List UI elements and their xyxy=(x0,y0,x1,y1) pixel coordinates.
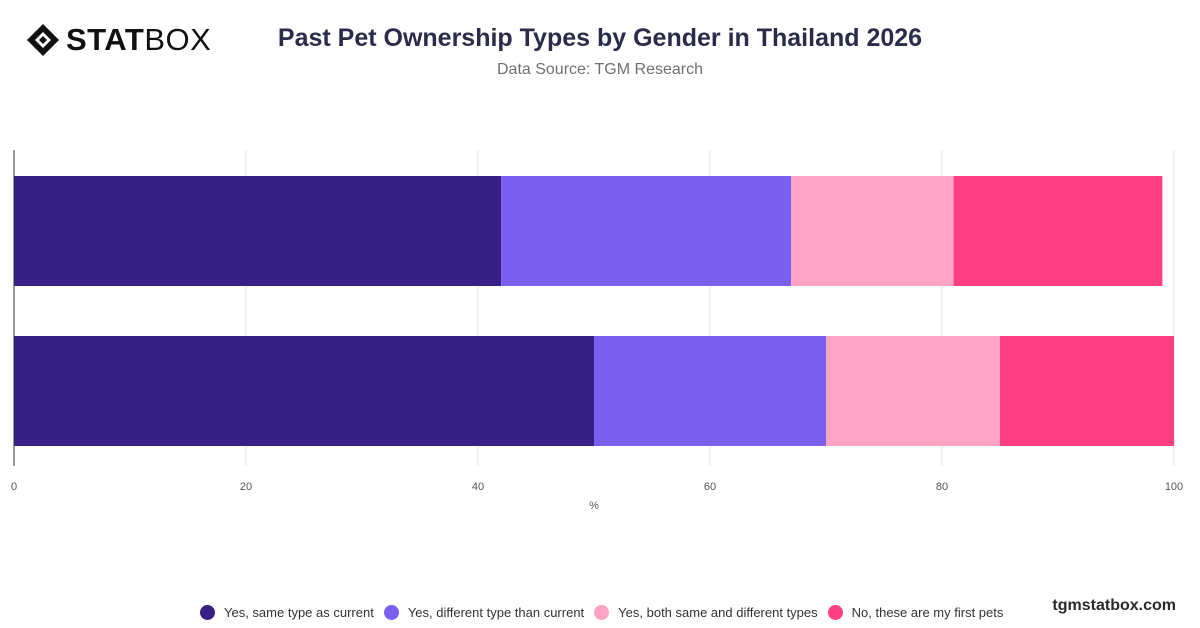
bar-segment xyxy=(1000,336,1174,446)
x-tick-label: 40 xyxy=(472,481,484,493)
legend-item[interactable]: No, these are my first pets xyxy=(827,604,1004,620)
bar-segment xyxy=(953,176,1163,286)
bar-segment xyxy=(14,336,594,446)
x-axis-label: % xyxy=(589,500,599,512)
bar-segment xyxy=(791,176,954,286)
legend-label: Yes, different type than current xyxy=(407,604,585,620)
bar-segment xyxy=(501,176,792,286)
logo-text: STATBOX xyxy=(66,22,211,58)
bar-segment xyxy=(594,336,826,446)
logo-text-bold: STAT xyxy=(66,22,145,57)
legend-item[interactable]: Yes, both same and different types xyxy=(594,604,818,620)
logo-diamond-icon xyxy=(27,24,59,56)
statbox-logo: STATBOX xyxy=(26,22,211,58)
legend-label: No, these are my first pets xyxy=(851,604,1004,620)
legend-item[interactable]: Yes, different type than current xyxy=(383,604,585,620)
legend-label: Yes, same type as current xyxy=(224,604,374,620)
chart-subtitle: Data Source: TGM Research xyxy=(496,61,703,78)
legend-swatch xyxy=(200,604,215,620)
legend-swatch xyxy=(383,604,399,620)
chart-title: Past Pet Ownership Types by Gender in Th… xyxy=(277,24,923,52)
logo-text-light: BOX xyxy=(144,22,212,57)
x-tick-label: 0 xyxy=(11,481,17,493)
x-tick-label: 20 xyxy=(240,481,252,493)
legend-label: Yes, both same and different types xyxy=(618,604,818,620)
legend-item[interactable]: Yes, same type as current xyxy=(200,604,374,620)
watermark: tgmstatbox.com xyxy=(1052,597,1176,614)
legend-swatch xyxy=(827,604,843,620)
x-tick-label: 100 xyxy=(1165,481,1183,493)
chart-legend: Yes, same type as current Yes, different … xyxy=(200,602,1013,622)
legend-swatch xyxy=(594,604,610,620)
x-tick-label: 60 xyxy=(704,481,716,493)
bar-segment xyxy=(14,176,502,286)
x-tick-label: 80 xyxy=(936,481,948,493)
bar-segment xyxy=(826,336,1000,446)
